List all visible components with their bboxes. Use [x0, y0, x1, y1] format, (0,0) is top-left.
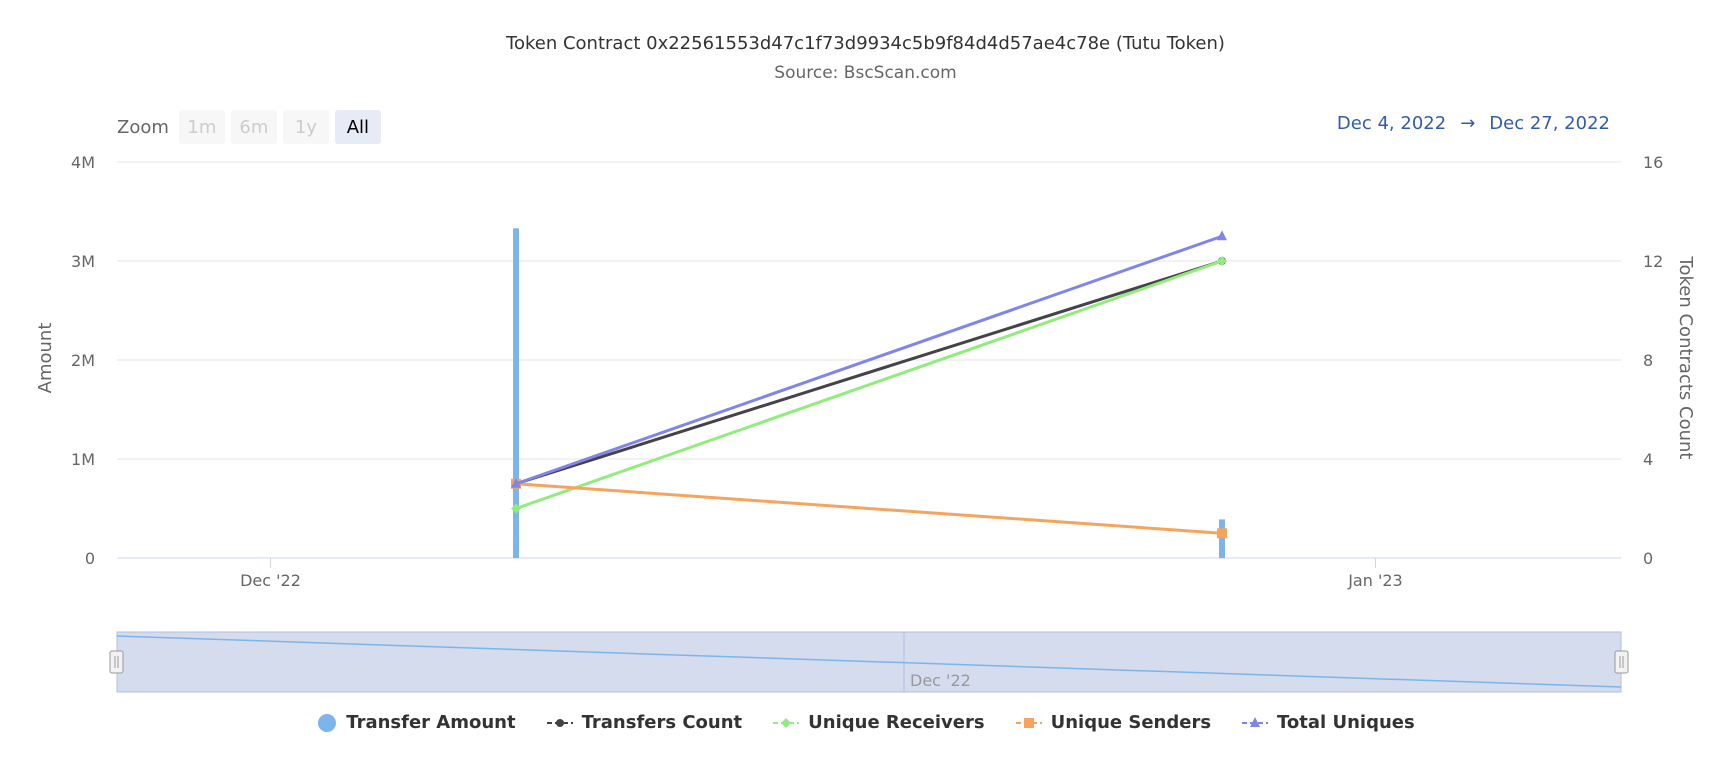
unique-senders-line: [515, 482, 1223, 535]
legend-label: Transfer Amount: [346, 712, 516, 733]
legend-label: Transfers Count: [581, 712, 743, 733]
line-series: [511, 230, 1227, 539]
legend-label: Total Uniques: [1277, 712, 1415, 733]
transfer-amount-bar: [513, 228, 520, 558]
legend-item-unique-senders[interactable]: Unique Senders: [1015, 712, 1211, 733]
unique-receivers-point: [511, 503, 522, 514]
line-square-icon: [1015, 717, 1042, 728]
y-axis-left: 0 1M 2M 3M 4M: [71, 153, 95, 568]
x-tick-label: Dec '22: [240, 571, 301, 590]
y-left-tick-label: 2M: [71, 351, 95, 370]
legend-label: Unique Senders: [1050, 712, 1212, 733]
legend-item-unique-receivers[interactable]: Unique Receivers: [772, 712, 985, 733]
unique-senders-point: [1216, 528, 1227, 539]
legend-label: Unique Receivers: [808, 712, 985, 733]
circle-icon: [318, 713, 337, 732]
transfer-amount-bar: [1218, 519, 1225, 558]
zoom-label: Zoom: [117, 116, 169, 138]
navigator[interactable]: Dec '22: [109, 631, 1629, 693]
y-right-tick-label: 0: [1643, 549, 1653, 568]
y-axis-right: 0 4 8 12 16: [1643, 153, 1663, 568]
range-from-input[interactable]: Dec 4, 2022: [1336, 113, 1447, 134]
navigator-left-handle[interactable]: [109, 650, 124, 674]
y-left-tick-label: 3M: [71, 252, 95, 271]
legend-item-transfer-amount[interactable]: Transfer Amount: [316, 712, 516, 733]
navigator-tick-label: Dec '22: [910, 671, 971, 690]
legend-item-total-uniques[interactable]: Total Uniques: [1241, 712, 1415, 733]
zoom-all-button[interactable]: All: [334, 110, 381, 144]
chart-subtitle: Source: BscScan.com: [774, 63, 957, 83]
legend-item-transfers-count[interactable]: Transfers Count: [546, 712, 743, 733]
line-diamond-icon: [773, 717, 800, 728]
x-tick-label: Jan '23: [1347, 571, 1403, 590]
date-range: Dec 4, 2022 → Dec 27, 2022: [1337, 113, 1610, 134]
chart-title: Token Contract 0x22561553d47c1f73d9934c5…: [506, 33, 1225, 54]
column-series: [513, 228, 1225, 558]
legend: Transfer Amount Transfers Count Unique R…: [0, 712, 1731, 733]
navigator-right-handle[interactable]: [1614, 650, 1629, 674]
range-to-input[interactable]: Dec 27, 2022: [1489, 113, 1610, 134]
y-axis-left-label: Amount: [35, 323, 56, 394]
y-left-tick-label: 4M: [71, 153, 95, 172]
zoom-1m-button[interactable]: 1m: [178, 110, 225, 144]
y-right-tick-label: 8: [1643, 351, 1653, 370]
y-left-tick-label: 1M: [71, 450, 95, 469]
y-axis-right-label: Token Contracts Count: [1675, 256, 1696, 460]
total-uniques-point: [1216, 230, 1227, 241]
navigator-series-line: [116, 635, 1622, 688]
total-uniques-line: [515, 234, 1223, 486]
zoom-selector: Zoom 1m 6m 1y All: [117, 110, 381, 144]
range-arrow-icon: →: [1460, 113, 1476, 134]
line-triangle-icon: [1242, 716, 1269, 727]
y-right-tick-label: 16: [1643, 153, 1663, 172]
zoom-6m-button[interactable]: 6m: [230, 110, 277, 144]
y-right-tick-label: 12: [1643, 252, 1663, 271]
unique-receivers-line: [515, 259, 1223, 510]
y-right-tick-label: 4: [1643, 450, 1653, 469]
x-axis: Dec '22 Jan '23: [240, 558, 1403, 590]
y-left-tick-label: 0: [85, 549, 95, 568]
transfers-count-line: [515, 259, 1223, 486]
total-uniques-point: [511, 477, 522, 488]
grid-lines: [117, 161, 1621, 559]
line-circle-icon: [546, 718, 573, 727]
unique-receivers-point: [1216, 256, 1227, 266]
zoom-1y-button[interactable]: 1y: [282, 110, 329, 144]
